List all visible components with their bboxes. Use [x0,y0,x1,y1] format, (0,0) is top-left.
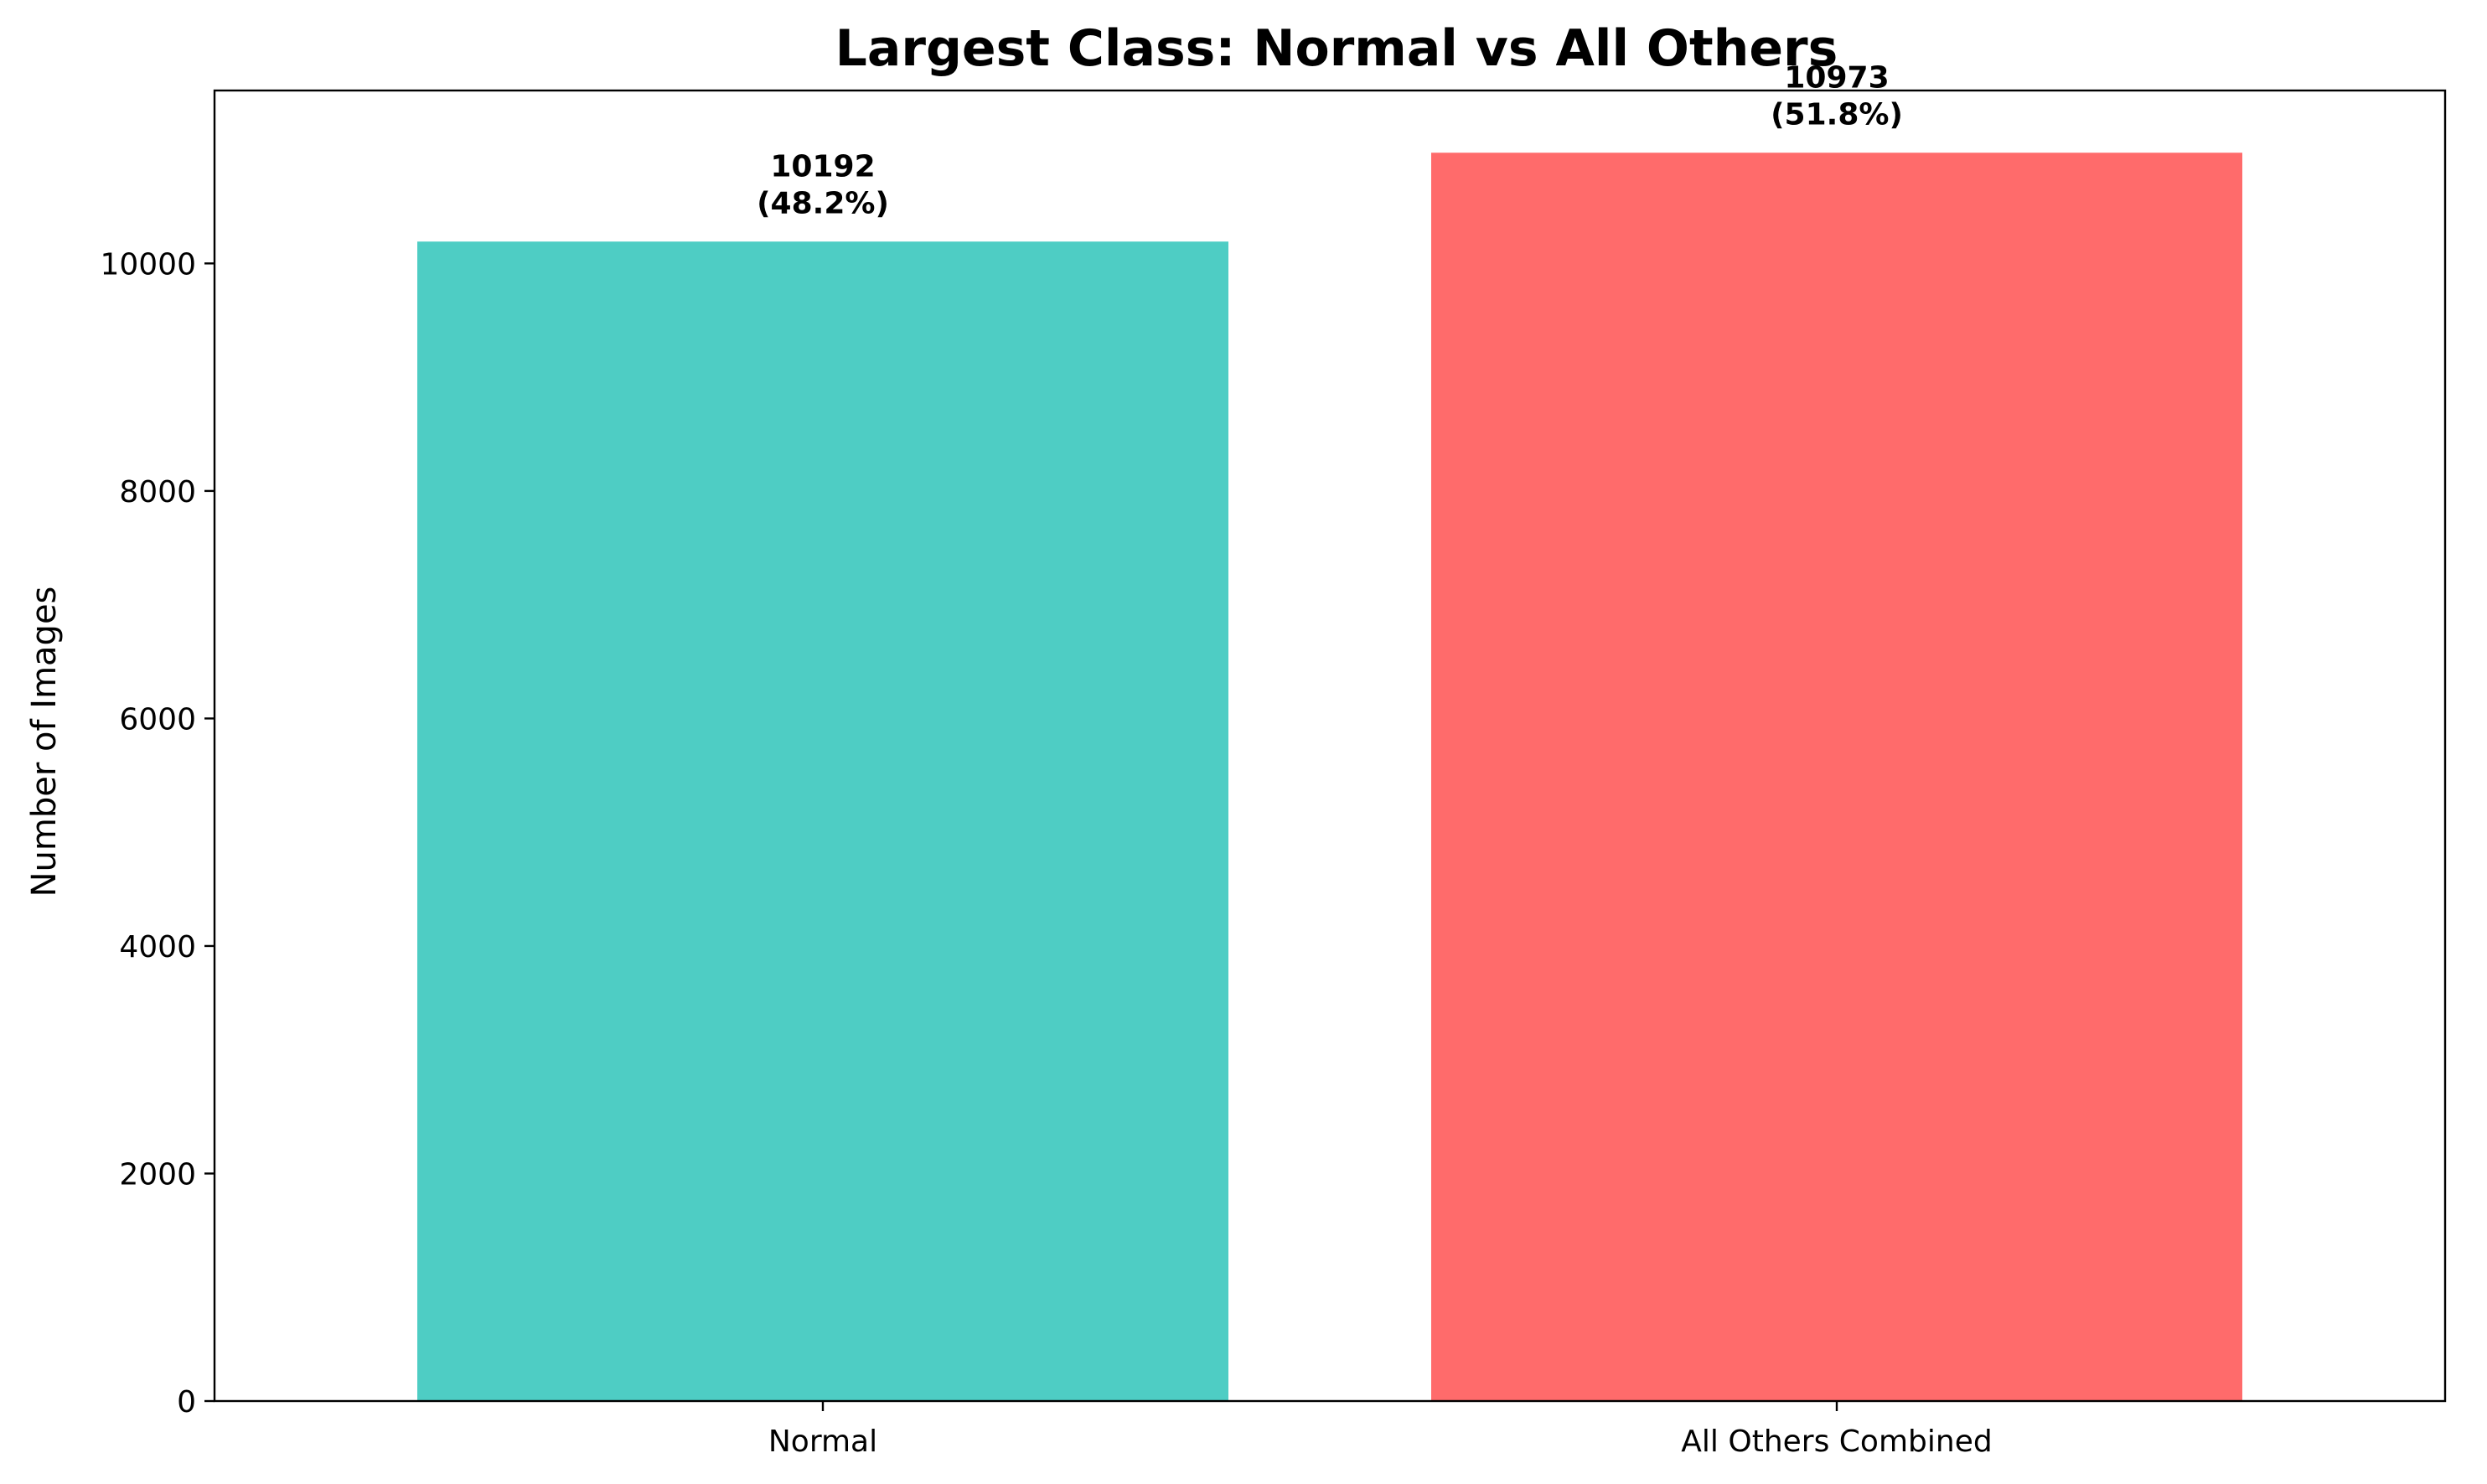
bar-percent-label-0: (48.2%) [757,186,889,220]
y-tick-label-2: 4000 [119,930,196,964]
bars-layer [417,153,2242,1402]
plot-frame [213,89,2447,1403]
y-tick-label-1: 2000 [119,1157,196,1192]
x-tick-label-1: All Others Combined [1681,1425,1992,1459]
y-tick-label-5: 10000 [100,247,196,282]
bar-percent-label-1: (51.8%) [1771,97,1903,132]
y-tick-label-4: 8000 [119,475,196,509]
bar-1 [1431,153,2242,1402]
bar-value-label-0: 10192 [770,149,875,184]
bar-value-labels: 10192(48.2%) 10973(51.8%) [757,60,1903,220]
y-tick-label-3: 6000 [119,702,196,737]
y-axis: 0 2000 4000 6000 8000 10000 [100,247,215,1419]
y-tick-label-0: 0 [177,1385,196,1419]
x-axis: Normal All Others Combined [768,1401,1993,1459]
y-axis-label: Number of Images [25,587,64,897]
bar-0 [417,241,1228,1401]
bar-value-label-1: 10973 [1784,60,1889,95]
chart-title: Largest Class: Normal vs All Others [835,19,1838,78]
x-tick-label-0: Normal [768,1425,877,1459]
